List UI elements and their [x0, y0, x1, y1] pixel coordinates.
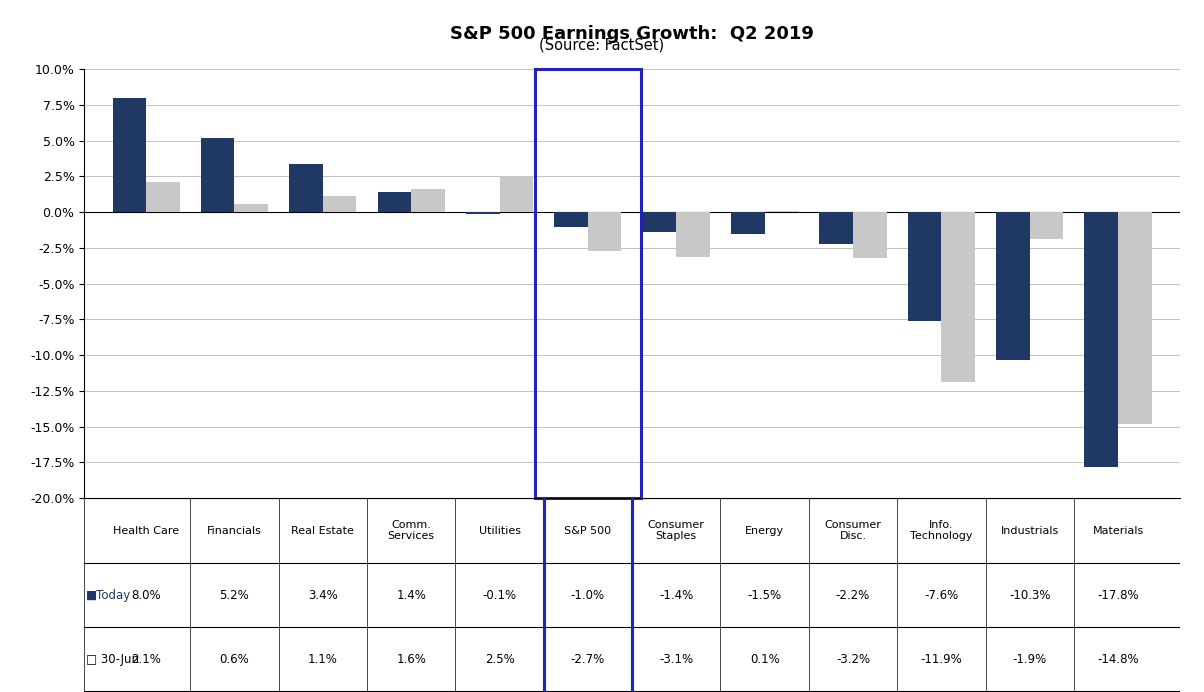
Text: -17.8%: -17.8% — [1097, 589, 1139, 601]
Text: Consumer
Staples: Consumer Staples — [648, 520, 704, 541]
Bar — [289, 163, 323, 212]
Bar — [643, 212, 677, 233]
Text: Industrials: Industrials — [1001, 525, 1058, 536]
Text: 8.0%: 8.0% — [131, 589, 161, 601]
Bar — [1029, 212, 1063, 239]
Text: Energy: Energy — [745, 525, 784, 536]
Text: -0.1%: -0.1% — [483, 589, 517, 601]
Text: 2.5%: 2.5% — [485, 653, 514, 666]
Text: -1.4%: -1.4% — [659, 589, 694, 601]
Bar — [235, 203, 268, 212]
Text: Info.
Technology: Info. Technology — [910, 520, 973, 541]
Bar — [908, 212, 942, 321]
Text: S&P 500: S&P 500 — [565, 525, 612, 536]
Bar — [466, 212, 500, 214]
Text: (Source: FactSet): (Source: FactSet) — [539, 37, 665, 53]
Bar — [942, 212, 975, 383]
Bar — [146, 182, 179, 212]
Text: Materials: Materials — [1092, 525, 1144, 536]
Bar — [588, 212, 621, 251]
Text: 1.6%: 1.6% — [396, 653, 426, 666]
Text: □ 30-Jun: □ 30-Jun — [85, 653, 138, 666]
Text: -14.8%: -14.8% — [1097, 653, 1139, 666]
Bar — [852, 212, 886, 258]
Bar — [1085, 212, 1119, 467]
Bar — [677, 212, 710, 257]
Text: 5.2%: 5.2% — [219, 589, 249, 601]
Bar — [1119, 212, 1152, 424]
Text: -1.9%: -1.9% — [1013, 653, 1046, 666]
Bar — [820, 212, 852, 244]
Text: -1.0%: -1.0% — [571, 589, 604, 601]
Bar — [500, 176, 533, 212]
Text: ■Today: ■Today — [85, 589, 131, 601]
Text: 0.6%: 0.6% — [219, 653, 249, 666]
Text: -1.5%: -1.5% — [748, 589, 781, 601]
Text: Comm.
Services: Comm. Services — [388, 520, 435, 541]
Text: 0.1%: 0.1% — [750, 653, 779, 666]
Bar — [731, 212, 765, 234]
Bar — [412, 190, 444, 212]
Text: -2.2%: -2.2% — [836, 589, 870, 601]
Text: -7.6%: -7.6% — [925, 589, 958, 601]
Bar — [535, 69, 641, 498]
Text: -3.2%: -3.2% — [836, 653, 870, 666]
Text: 2.1%: 2.1% — [131, 653, 161, 666]
Text: 1.1%: 1.1% — [308, 653, 338, 666]
Bar — [323, 197, 356, 212]
Bar — [378, 192, 412, 212]
Bar — [996, 212, 1029, 360]
Text: Financials: Financials — [207, 525, 262, 536]
Title: S&P 500 Earnings Growth:  Q2 2019: S&P 500 Earnings Growth: Q2 2019 — [450, 25, 814, 43]
Text: Health Care: Health Care — [113, 525, 179, 536]
Bar — [765, 211, 798, 212]
Text: Consumer
Disc.: Consumer Disc. — [825, 520, 881, 541]
Text: Utilities: Utilities — [478, 525, 520, 536]
Bar — [554, 212, 588, 226]
Text: 1.4%: 1.4% — [396, 589, 426, 601]
Text: -11.9%: -11.9% — [921, 653, 962, 666]
Text: -3.1%: -3.1% — [660, 653, 694, 666]
Bar — [201, 138, 235, 212]
Text: Real Estate: Real Estate — [291, 525, 354, 536]
Text: 3.4%: 3.4% — [308, 589, 337, 601]
Bar — [112, 98, 146, 212]
Text: -2.7%: -2.7% — [571, 653, 606, 666]
Text: -10.3%: -10.3% — [1009, 589, 1050, 601]
